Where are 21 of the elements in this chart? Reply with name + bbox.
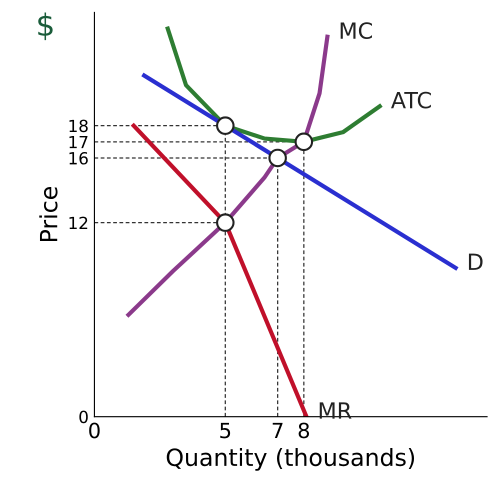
series-label: MC: [340, 22, 372, 40]
x-tick-label: 5: [220, 422, 230, 438]
point: [268, 148, 287, 168]
series-label: MR: [320, 402, 352, 419]
x-tick-label: 8: [298, 422, 310, 438]
y-tick-label: 18: [69, 120, 88, 132]
x-axis-title: Quantity (thousands): [166, 448, 414, 471]
y-axis-title: Price: [39, 187, 58, 242]
x-tick-label: 0: [89, 422, 100, 438]
line-series: [126, 34, 330, 317]
y-tick-label: 17: [69, 136, 88, 148]
text: $: [38, 12, 53, 40]
point: [294, 132, 314, 152]
series-label: D: [468, 254, 483, 270]
y-tick-label: 12: [69, 216, 88, 229]
point: [216, 213, 235, 232]
point: [216, 116, 235, 135]
y-tick-label: 0: [79, 410, 88, 424]
x-tick-label: 7: [272, 422, 283, 438]
y-tick-label: 16: [69, 152, 88, 165]
series-label: ATC: [391, 92, 431, 109]
